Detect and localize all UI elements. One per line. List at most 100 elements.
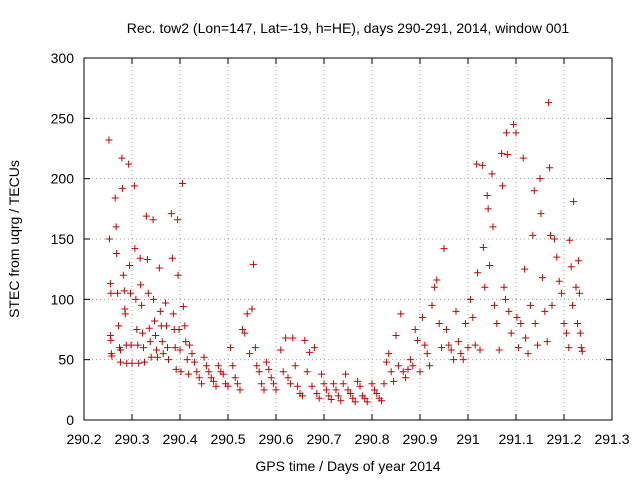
data-point	[493, 319, 501, 327]
data-point	[190, 358, 198, 366]
data-point	[411, 326, 419, 333]
data-point	[447, 346, 455, 354]
data-point	[435, 319, 443, 327]
data-point	[303, 368, 311, 376]
data-point	[334, 392, 342, 400]
data-point	[489, 223, 497, 231]
data-point	[473, 160, 481, 168]
data-point	[262, 358, 270, 366]
data-point	[550, 235, 558, 243]
data-point	[387, 368, 395, 376]
data-point	[119, 271, 127, 279]
data-point	[193, 368, 201, 376]
x-tick-label: 291.1	[498, 431, 533, 447]
data-point	[171, 344, 179, 352]
x-tick-label: 290.8	[354, 431, 389, 447]
data-point	[517, 319, 525, 327]
data-point	[137, 281, 145, 289]
data-point	[147, 353, 155, 361]
data-point	[106, 280, 114, 288]
data-point	[258, 380, 266, 388]
data-point	[397, 310, 405, 318]
data-point	[185, 370, 193, 378]
data-point	[231, 374, 239, 382]
data-point	[108, 352, 116, 360]
data-point	[356, 382, 364, 390]
data-point	[558, 289, 566, 297]
data-point	[310, 344, 318, 352]
data-point	[111, 194, 119, 202]
data-point	[479, 243, 487, 251]
data-point	[380, 380, 388, 388]
data-point	[270, 380, 278, 388]
data-point	[385, 350, 393, 358]
data-point	[351, 398, 359, 406]
data-point	[450, 356, 458, 364]
data-point	[457, 350, 465, 358]
data-point	[548, 301, 556, 309]
data-point	[149, 216, 157, 224]
data-point	[238, 326, 246, 333]
data-point	[186, 341, 194, 349]
data-point	[178, 179, 186, 187]
data-point	[234, 380, 242, 388]
data-point	[142, 212, 150, 220]
data-points	[105, 99, 586, 406]
data-point	[176, 346, 184, 354]
data-point	[248, 305, 256, 313]
data-point	[260, 386, 268, 394]
data-point	[512, 129, 520, 137]
data-point	[181, 322, 189, 330]
data-point	[499, 182, 507, 190]
data-point	[202, 362, 210, 370]
data-point	[327, 395, 335, 403]
data-point	[126, 262, 134, 270]
y-tick-label: 0	[66, 412, 74, 428]
data-point	[308, 382, 316, 390]
data-point	[167, 210, 175, 218]
data-point	[569, 301, 577, 309]
data-point	[179, 303, 187, 311]
data-point	[114, 289, 122, 297]
data-point	[140, 358, 148, 366]
data-point	[416, 368, 424, 376]
x-tick-label: 290.4	[162, 431, 197, 447]
data-point	[474, 269, 482, 277]
data-point	[440, 245, 448, 253]
data-point	[118, 184, 126, 192]
data-point	[139, 329, 147, 337]
data-point	[490, 301, 498, 309]
data-point	[133, 326, 141, 333]
data-point	[318, 370, 326, 378]
x-tick-label: 291.3	[594, 431, 629, 447]
data-point	[207, 374, 215, 382]
data-point	[164, 344, 172, 352]
chart-title: Rec. tow2 (Lon=147, Lat=-19, h=HE), days…	[127, 20, 570, 36]
data-point	[399, 368, 407, 376]
data-point	[565, 344, 573, 352]
data-point	[125, 160, 133, 168]
data-point	[567, 263, 575, 271]
data-point	[116, 358, 124, 366]
x-tick-label: 290.3	[114, 431, 149, 447]
data-point	[373, 389, 381, 397]
data-point	[342, 370, 350, 378]
data-point	[246, 350, 254, 358]
y-axis-ticks: 0 50 100 150 200 250 300	[51, 50, 612, 428]
data-point	[159, 350, 167, 358]
data-point	[135, 359, 143, 367]
data-point	[163, 322, 171, 330]
data-point	[466, 295, 474, 303]
data-point	[306, 348, 314, 356]
data-point	[198, 380, 206, 388]
data-point	[291, 362, 299, 370]
data-point	[131, 245, 139, 253]
data-point	[267, 374, 275, 382]
data-point	[145, 324, 153, 332]
data-point	[537, 210, 545, 218]
data-point	[107, 289, 115, 297]
data-point	[501, 295, 509, 303]
data-point	[505, 307, 513, 315]
data-point	[255, 368, 263, 376]
data-point	[454, 338, 462, 346]
